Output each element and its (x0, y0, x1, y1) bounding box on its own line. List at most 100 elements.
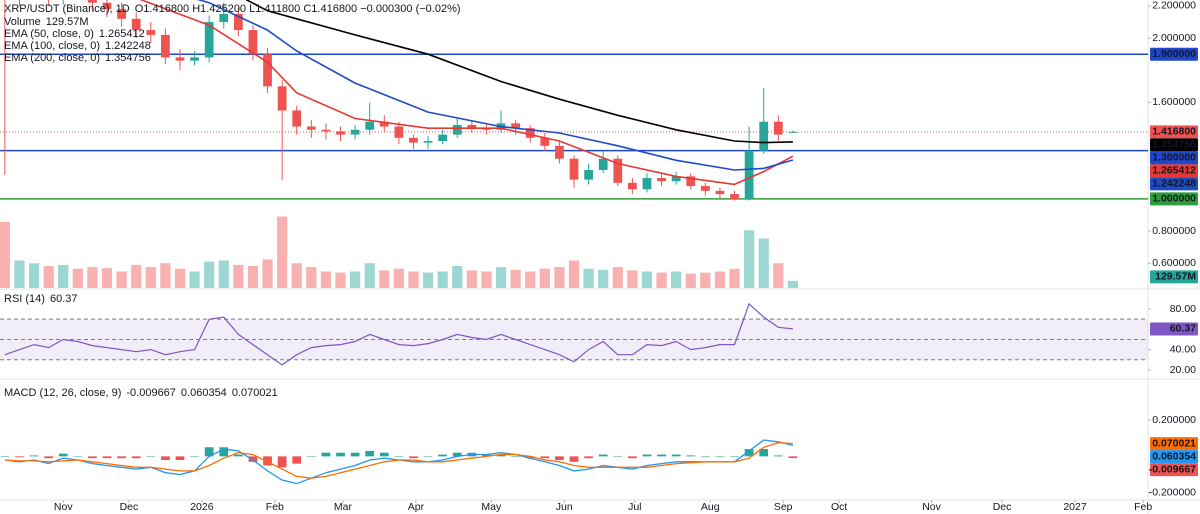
x-tick-label: Aug (701, 501, 720, 513)
volume-bar (437, 271, 448, 288)
legend-value: 60.37 (50, 293, 78, 305)
legend-value: 1.242248 (105, 40, 151, 52)
volume-bar (685, 273, 696, 288)
volume-bar (87, 267, 98, 288)
volume-bar (539, 268, 550, 288)
candle-body (292, 110, 302, 127)
macd-histogram-bar (102, 456, 112, 459)
candle-body (219, 13, 229, 23)
legend-title: XRP/USDT (Binance), 1D (4, 3, 130, 15)
macd-histogram-bar (394, 456, 404, 457)
candle-body (248, 30, 258, 55)
candle-body (744, 150, 754, 199)
legend-value: 1.265412 (99, 28, 145, 40)
candle-body (190, 57, 199, 61)
volume-bar (28, 263, 40, 288)
candle-body (131, 18, 141, 31)
volume-bar (145, 267, 156, 288)
macd-histogram-bar (117, 456, 126, 459)
y-tick-label: 0.200000 (1152, 414, 1196, 426)
legend-ohlc: O1.416800 H1.425200 L1.411800 C1.416800 … (135, 3, 461, 15)
volume-bar (495, 267, 507, 288)
x-tick-label: Dec (993, 501, 1012, 513)
price-label: 1.300000 (1152, 152, 1196, 164)
macd-histogram-bar (438, 454, 448, 457)
volume-bar (466, 270, 477, 288)
candle-body (277, 86, 287, 111)
volume-bar (700, 272, 711, 288)
legend-title: RSI (14) (4, 293, 45, 305)
candle-body (306, 126, 316, 130)
candle-body (204, 22, 214, 58)
macd-histogram-bar (700, 456, 710, 457)
volume-bar (554, 267, 565, 288)
volume-bar (422, 272, 434, 288)
volume-bar (481, 271, 492, 288)
candle-body (598, 158, 608, 170)
macd-histogram-bar (58, 453, 68, 457)
x-tick-label: Nov (54, 501, 73, 513)
pane (0, 439, 798, 485)
price-label: 0.070021 (1152, 437, 1196, 449)
candle-body (88, 0, 97, 3)
volume-bar (393, 268, 404, 288)
legend-title: MACD (12, 26, close, 9) (4, 387, 121, 399)
macd-histogram-bar (496, 454, 506, 457)
macd-histogram-bar (642, 454, 652, 457)
volume-bar (174, 268, 186, 288)
candle-body (409, 137, 418, 143)
legend-value: 1.354756 (105, 52, 151, 64)
volume-bar (729, 268, 740, 288)
macd-histogram-bar (409, 456, 418, 459)
price-label: 1.242248 (1152, 178, 1196, 190)
y-tick-label: 2.200000 (1152, 0, 1196, 12)
price-label-box (1150, 322, 1198, 336)
candle-body (175, 57, 185, 61)
volume-bar (262, 259, 273, 288)
volume-bar (656, 272, 667, 288)
candle-body (700, 186, 710, 191)
legend-value: -0.009667 (126, 387, 176, 399)
price-label-box (1150, 437, 1198, 451)
candle-body (263, 54, 272, 87)
y-tick-label: -0.200000 (1149, 487, 1196, 499)
macd-histogram-bar (321, 452, 331, 457)
y-tick-label: 20.00 (1170, 364, 1196, 376)
candle-body (584, 169, 593, 180)
candle-body (321, 129, 331, 132)
volume-bar (72, 268, 83, 288)
price-label-box (1150, 151, 1198, 165)
ema-line (139, 0, 794, 186)
y-tick-label: 1.600000 (1152, 96, 1196, 108)
pane (0, 302, 1148, 366)
volume-bar (758, 238, 769, 288)
x-tick-label: Sep (774, 501, 793, 513)
macd-histogram-bar (569, 456, 579, 462)
macd-histogram-bar (146, 456, 156, 457)
macd-histogram-bar (15, 456, 24, 458)
macd-histogram-bar (657, 454, 666, 457)
legend-name: Volume (4, 16, 41, 28)
macd-histogram-bar (598, 454, 608, 457)
price-label-box (1150, 270, 1198, 284)
macd-histogram-bar (306, 456, 316, 457)
volume-bar (0, 222, 10, 288)
legend-value: 0.060354 (181, 387, 227, 399)
macd-histogram-bar (29, 455, 39, 457)
macd-histogram-bar (773, 455, 783, 457)
candle-body (423, 141, 433, 143)
candle-body (613, 158, 623, 183)
candle-body (233, 13, 243, 31)
macd-histogram-bar (730, 456, 739, 457)
legend-name: EMA (50, close, 0) (4, 28, 94, 40)
macd-histogram-bar (715, 456, 725, 457)
volume-bar (714, 271, 726, 288)
macd-histogram-bar (73, 456, 83, 457)
price-label: 1.000000 (1152, 193, 1196, 205)
volume-bar (598, 269, 609, 288)
volume-bar (131, 264, 142, 288)
volume-bar (320, 271, 332, 288)
price-label: -0.009667 (1149, 463, 1196, 475)
price-label: 1.900000 (1152, 48, 1196, 60)
